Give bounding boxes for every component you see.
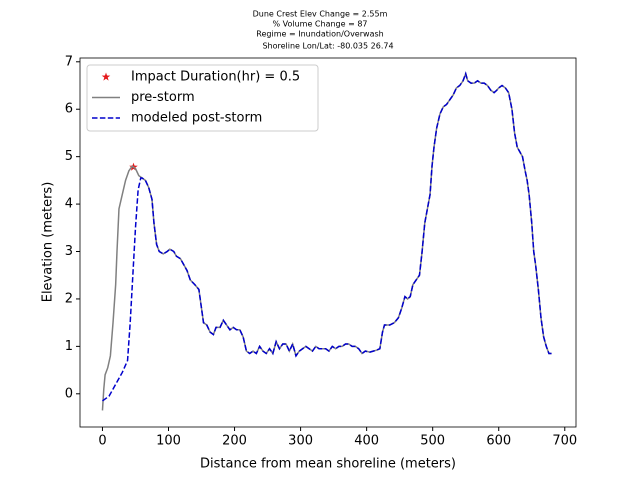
x-tick-label: 100: [156, 434, 181, 449]
title-line: Dune Crest Elev Change = 2.55m: [253, 10, 388, 19]
y-tick-label: 2: [65, 291, 73, 306]
series-line: [102, 71, 552, 402]
title-line: Shoreline Lon/Lat: -80.035 26.74: [262, 42, 393, 51]
title-line: % Volume Change = 87: [272, 20, 367, 29]
x-tick-label: 200: [222, 434, 247, 449]
x-tick-label: 400: [354, 434, 379, 449]
legend-label: pre-storm: [131, 90, 195, 105]
x-axis-label: Distance from mean shoreline (meters): [200, 457, 456, 472]
legend-marker: [101, 72, 111, 81]
title-line: Regime = Inundation/Overwash: [256, 30, 383, 39]
y-tick-label: 6: [65, 102, 73, 117]
legend-box: [86, 64, 319, 132]
y-tick-label: 3: [65, 244, 73, 259]
x-tick-label: 700: [552, 434, 577, 449]
x-tick-label: 600: [486, 434, 511, 449]
y-tick-label: 5: [65, 149, 73, 164]
legend-label: modeled post-storm: [131, 111, 262, 126]
x-tick-label: 0: [98, 434, 106, 449]
x-tick-label: 300: [288, 434, 313, 449]
x-tick-label: 500: [420, 434, 445, 449]
y-tick-label: 7: [65, 54, 73, 69]
y-tick-label: 4: [65, 197, 73, 212]
legend-label: Impact Duration(hr) = 0.5: [131, 70, 300, 85]
plot-frame: [79, 57, 577, 428]
y-tick-label: 0: [65, 386, 73, 401]
y-axis-label: Elevation (meters): [41, 182, 56, 303]
y-tick-label: 1: [65, 339, 73, 354]
